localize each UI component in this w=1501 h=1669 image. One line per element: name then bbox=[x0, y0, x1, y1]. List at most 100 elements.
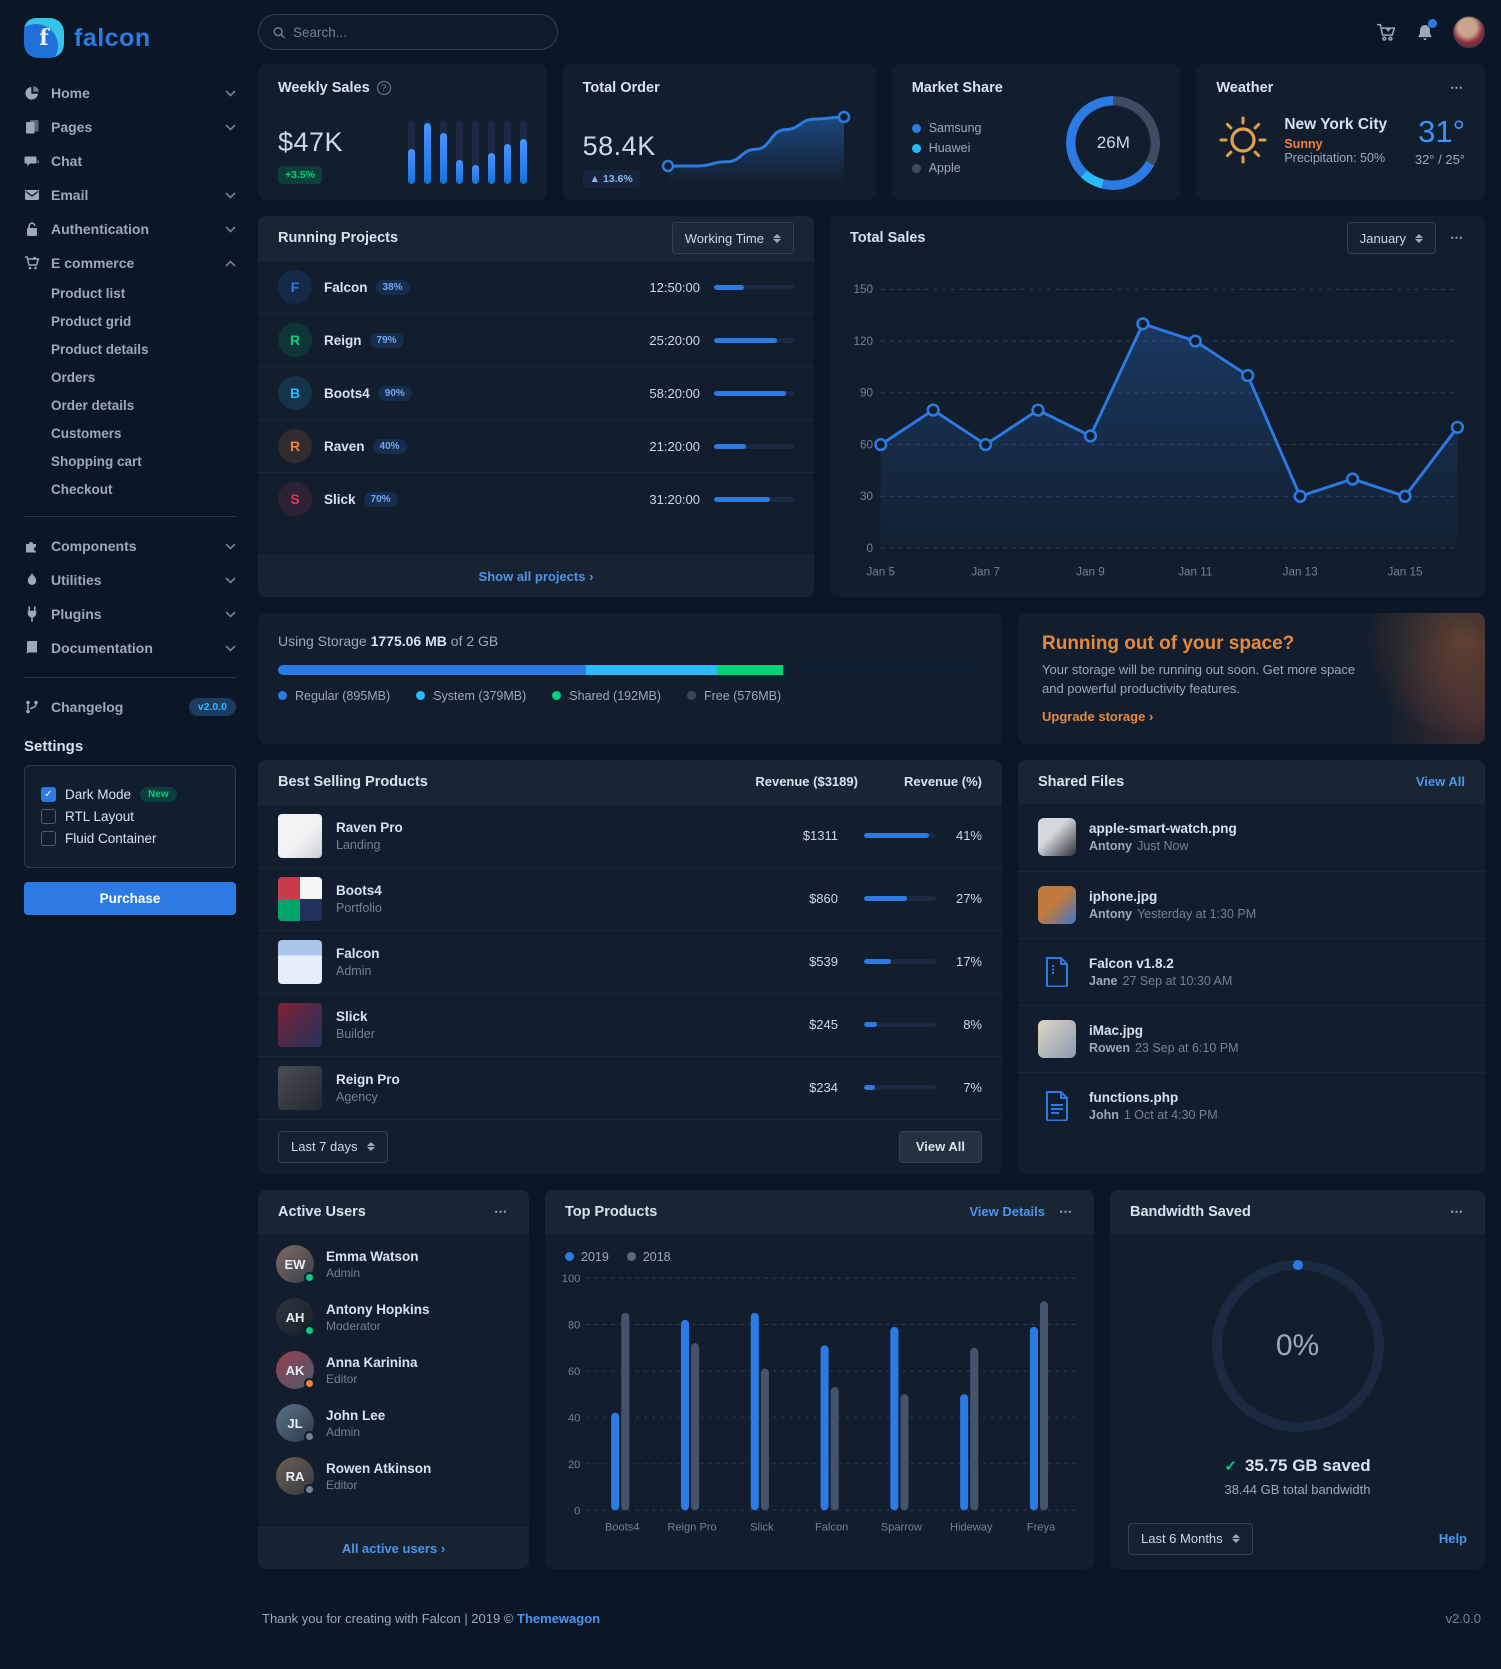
weather-menu-icon[interactable]: ⋯ bbox=[1450, 80, 1465, 95]
shared-file-row[interactable]: apple-smart-watch.png Antony Just Now bbox=[1018, 804, 1485, 871]
last-6-months-select[interactable]: Last 6 Months bbox=[1128, 1522, 1253, 1555]
search-box[interactable] bbox=[258, 14, 558, 50]
shared-files-view-all-link[interactable]: View All bbox=[1415, 774, 1465, 790]
sidebar-subitem-checkout[interactable]: Checkout bbox=[51, 482, 113, 497]
sidebar-item-email[interactable]: Email bbox=[24, 178, 236, 212]
user-avatar[interactable] bbox=[1453, 16, 1485, 48]
checkbox-icon[interactable] bbox=[41, 831, 56, 846]
sidebar-subitem-orders[interactable]: Orders bbox=[51, 370, 96, 385]
legend-item-2019[interactable]: 2019 bbox=[565, 1250, 609, 1264]
top-products-menu-icon[interactable]: ⋯ bbox=[1059, 1203, 1074, 1219]
sidebar-item-components[interactable]: Components bbox=[24, 529, 236, 563]
shared-file-row[interactable]: iphone.jpg Antony Yesterday at 1:30 PM bbox=[1018, 870, 1485, 938]
product-row-boots4[interactable]: Boots4 Portfolio $860 27% bbox=[258, 866, 1002, 930]
svg-text:Boots4: Boots4 bbox=[605, 1521, 640, 1533]
active-users-menu-icon[interactable]: ⋯ bbox=[494, 1203, 509, 1219]
file-name[interactable]: apple-smart-watch.png bbox=[1089, 821, 1237, 837]
sidebar-item-authentication[interactable]: Authentication bbox=[24, 212, 236, 246]
working-time-select[interactable]: Working Time bbox=[671, 222, 794, 254]
active-user-row[interactable]: EW Emma Watson Admin bbox=[258, 1238, 529, 1291]
user-name[interactable]: John Lee bbox=[326, 1407, 386, 1423]
month-select[interactable]: January bbox=[1346, 222, 1436, 254]
project-row-falcon[interactable]: F Falcon 38% 12:50:00 bbox=[258, 260, 814, 313]
project-row-boots4[interactable]: B Boots4 90% 58:20:00 bbox=[258, 366, 814, 419]
user-name[interactable]: Anna Karinina bbox=[326, 1354, 418, 1370]
product-type[interactable]: Agency bbox=[336, 1089, 378, 1104]
setting-fluid-container[interactable]: Fluid Container bbox=[41, 831, 219, 846]
help-link[interactable]: Help bbox=[1438, 1531, 1467, 1547]
legend-item-2018[interactable]: 2018 bbox=[626, 1250, 671, 1264]
product-revenue: $234 bbox=[809, 1080, 838, 1096]
sidebar-subitem-product-grid[interactable]: Product grid bbox=[51, 314, 132, 329]
bandwidth-card: Bandwidth Saved ⋯ 0% ✓ 35.75 GB saved 38… bbox=[1110, 1189, 1485, 1569]
sidebar-item-utilities[interactable]: Utilities bbox=[24, 563, 236, 597]
project-row-slick[interactable]: S Slick 70% 31:20:00 bbox=[258, 472, 814, 525]
file-name[interactable]: functions.php bbox=[1089, 1089, 1179, 1105]
product-row-raven-pro[interactable]: Raven Pro Landing $1311 41% bbox=[258, 803, 1002, 867]
active-user-row[interactable]: RA Rowen Atkinson Editor bbox=[258, 1450, 529, 1503]
product-type[interactable]: Portfolio bbox=[336, 900, 382, 915]
project-row-reign[interactable]: R Reign 79% 25:20:00 bbox=[258, 313, 814, 366]
sidebar-item-plugins[interactable]: Plugins bbox=[24, 597, 236, 631]
sidebar-item-documentation[interactable]: Documentation bbox=[24, 631, 236, 665]
sidebar-subitem-product-list[interactable]: Product list bbox=[51, 286, 126, 301]
product-type[interactable]: Admin bbox=[336, 963, 372, 978]
search-input[interactable] bbox=[293, 24, 543, 40]
sidebar-subitem-product-details[interactable]: Product details bbox=[51, 342, 149, 357]
weekly-sales-value: $47K bbox=[278, 127, 344, 157]
file-name[interactable]: iMac.jpg bbox=[1089, 1022, 1144, 1038]
decorative-shape bbox=[1335, 612, 1485, 744]
product-row-slick[interactable]: Slick Builder $245 8% bbox=[258, 992, 1002, 1056]
project-row-raven[interactable]: R Raven 40% 21:20:00 bbox=[258, 419, 814, 472]
svg-text:Jan 11: Jan 11 bbox=[1178, 565, 1212, 578]
all-active-users-link[interactable]: All active users › bbox=[258, 1526, 529, 1569]
checkbox-icon[interactable]: ✓ bbox=[41, 787, 56, 802]
help-question-icon[interactable]: ? bbox=[376, 81, 391, 95]
user-name[interactable]: Rowen Atkinson bbox=[326, 1460, 432, 1476]
active-user-row[interactable]: JL John Lee Admin bbox=[258, 1397, 529, 1450]
project-avatar: R bbox=[278, 323, 312, 357]
active-user-row[interactable]: AH Antony Hopkins Moderator bbox=[258, 1291, 529, 1344]
total-order-card: Total Order 58.4K ▲ 13.6% bbox=[562, 64, 876, 200]
file-name[interactable]: Falcon v1.8.2 bbox=[1089, 955, 1174, 971]
show-all-projects-link[interactable]: Show all projects › bbox=[258, 554, 814, 597]
sidebar-item-pages[interactable]: Pages bbox=[24, 110, 236, 144]
sidebar-item-chat[interactable]: Chat bbox=[24, 144, 236, 178]
sidebar-subitem-order-details[interactable]: Order details bbox=[51, 398, 135, 413]
product-type[interactable]: Builder bbox=[336, 1026, 375, 1041]
themewagon-link[interactable]: Themewagon bbox=[517, 1610, 601, 1626]
sidebar-item-e-commerce[interactable]: E commerce bbox=[24, 246, 236, 280]
weekly-sales-title: Weekly Sales bbox=[278, 80, 370, 96]
sidebar-subitem-customers[interactable]: Customers bbox=[51, 426, 122, 441]
view-all-button[interactable]: View All bbox=[898, 1130, 982, 1163]
upgrade-storage-link[interactable]: Upgrade storage › bbox=[1042, 708, 1154, 724]
shared-file-row[interactable]: Falcon v1.8.2 Jane 27 Sep at 10:30 AM bbox=[1018, 937, 1485, 1005]
sidebar-item-changelog[interactable]: Changelog v2.0.0 bbox=[24, 690, 236, 724]
sidebar-item-home[interactable]: Home bbox=[24, 76, 236, 110]
setting-rtl-layout[interactable]: RTL Layout bbox=[41, 809, 219, 824]
bandwidth-menu-icon[interactable]: ⋯ bbox=[1450, 1203, 1465, 1219]
view-details-link[interactable]: View Details bbox=[969, 1204, 1045, 1220]
purchase-button[interactable]: Purchase bbox=[24, 882, 236, 915]
user-name[interactable]: Emma Watson bbox=[326, 1248, 419, 1264]
product-type[interactable]: Landing bbox=[336, 837, 381, 852]
sidebar-nav: Home Pages Chat Email Authentication E c… bbox=[24, 76, 236, 724]
user-name[interactable]: Antony Hopkins bbox=[326, 1301, 430, 1317]
sidebar-subitem-shopping-cart[interactable]: Shopping cart bbox=[51, 454, 142, 469]
total-sales-menu-icon[interactable]: ⋯ bbox=[1450, 230, 1465, 245]
product-row-reign-pro[interactable]: Reign Pro Agency $234 7% bbox=[258, 1055, 1002, 1119]
active-user-row[interactable]: AK Anna Karinina Editor bbox=[258, 1344, 529, 1397]
notifications-bell-icon[interactable] bbox=[1415, 18, 1437, 43]
product-percent: 41% bbox=[955, 828, 982, 844]
setting-dark-mode[interactable]: ✓ Dark Mode New bbox=[41, 787, 219, 802]
product-row-falcon[interactable]: Falcon Admin $539 17% bbox=[258, 929, 1002, 993]
last-7-days-select[interactable]: Last 7 days bbox=[278, 1130, 388, 1163]
cart-icon[interactable] bbox=[1376, 22, 1397, 43]
brand-logo[interactable]: f falcon bbox=[24, 14, 236, 62]
shared-file-row[interactable]: functions.php John 1 Oct at 4:30 PM bbox=[1018, 1071, 1485, 1139]
sidebar: f falcon Home Pages Chat Email Authentic… bbox=[0, 0, 258, 1656]
checkbox-icon[interactable] bbox=[41, 809, 56, 824]
storage-legend-item: System (379MB) bbox=[416, 689, 526, 703]
shared-file-row[interactable]: iMac.jpg Rowen 23 Sep at 6:10 PM bbox=[1018, 1004, 1485, 1072]
file-name[interactable]: iphone.jpg bbox=[1089, 888, 1158, 904]
